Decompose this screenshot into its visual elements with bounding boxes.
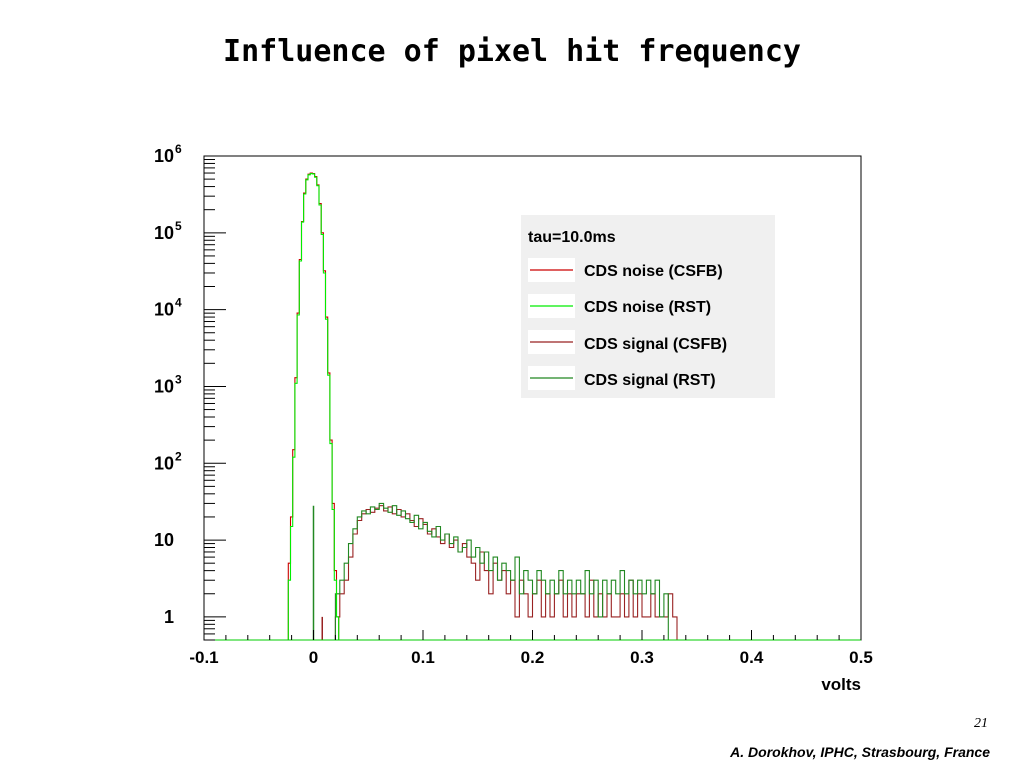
x-axis-label: volts (821, 675, 861, 694)
legend-entry-noise-rst: CDS noise (RST) (584, 299, 711, 316)
y-tick-label: 10 (154, 530, 174, 550)
y-tick-label: 10 (154, 146, 174, 166)
series-line-3 (334, 502, 669, 640)
y-tick-label: 10 (154, 453, 174, 473)
legend-entry-signal-rst: CDS signal (RST) (584, 372, 716, 389)
x-tick-label: 0.4 (740, 648, 764, 667)
slide-number: 21 (974, 716, 988, 731)
y-tick-exponent: 2 (175, 449, 182, 463)
y-tick-exponent: 4 (175, 296, 182, 310)
y-tick-label: 10 (154, 223, 174, 243)
legend: tau=10.0ms CDS noise (CSFB) CDS noise (R… (521, 215, 775, 398)
y-tick-exponent: 3 (175, 372, 182, 386)
footer-credit: A. Dorokhov, IPHC, Strasbourg, France (730, 744, 990, 760)
x-axis: -0.1 0 0.1 0.2 0.3 0.4 0.5 (189, 630, 873, 667)
y-tick-label: 10 (154, 376, 174, 396)
x-tick-label: 0.2 (521, 648, 545, 667)
x-tick-label: 0.5 (849, 648, 873, 667)
y-tick-label: 1 (164, 607, 174, 627)
y-tick-label: 10 (154, 300, 174, 320)
x-tick-label: 0.1 (411, 648, 435, 667)
y-tick-exponent: 6 (175, 142, 182, 156)
x-tick-label: 0 (309, 648, 318, 667)
x-tick-label: 0.3 (630, 648, 654, 667)
x-tick-label: -0.1 (189, 648, 218, 667)
legend-title: tau=10.0ms (528, 229, 616, 246)
legend-entry-signal-csfb: CDS signal (CSFB) (584, 336, 727, 353)
slide-title: Influence of pixel hit frequency (223, 34, 801, 69)
y-tick-exponent: 5 (175, 219, 182, 233)
legend-entry-noise-csfb: CDS noise (CSFB) (584, 263, 723, 280)
series-line-1 (287, 173, 340, 640)
